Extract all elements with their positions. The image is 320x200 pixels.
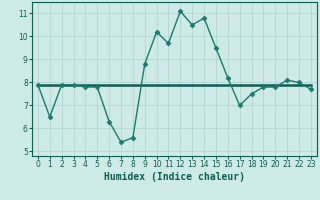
- X-axis label: Humidex (Indice chaleur): Humidex (Indice chaleur): [104, 172, 245, 182]
